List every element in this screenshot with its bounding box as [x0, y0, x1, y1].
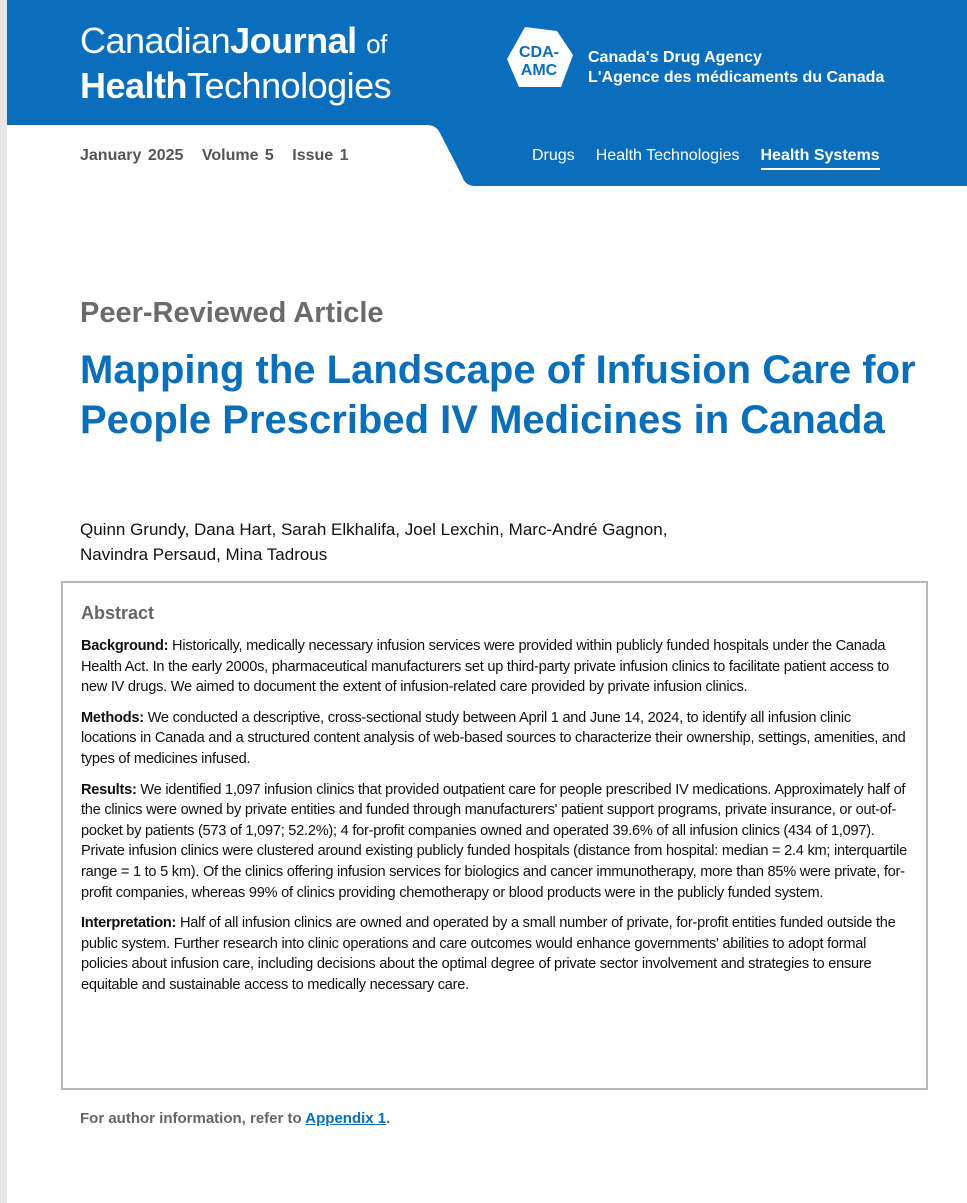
logo-mark-text: CDA- — [519, 44, 559, 61]
issue-date: January 2025 — [80, 147, 184, 164]
article-type: Peer-Reviewed Article — [80, 297, 384, 329]
journal-name-part: Journal — [230, 20, 357, 61]
issue-number: Issue 1 — [292, 147, 349, 164]
author-list: Quinn Grundy, Dana Hart, Sarah Elkhalifa… — [80, 517, 780, 567]
abstract-background: Background: Historically, medically nece… — [81, 636, 908, 698]
journal-name-part: Canadian — [80, 20, 231, 61]
nav-drugs[interactable]: Drugs — [532, 147, 575, 164]
logo-mark-text: AMC — [521, 62, 558, 79]
abstract-results: Results: We identified 1,097 infusion cl… — [81, 780, 908, 904]
section-text: Historically, medically necessary infusi… — [81, 638, 889, 696]
abstract-box: Abstract Background: Historically, medic… — [61, 581, 928, 1090]
section-label: Methods: — [81, 709, 144, 726]
nav-health-technologies[interactable]: Health Technologies — [595, 147, 740, 164]
header-band — [7, 0, 967, 186]
journal-logo[interactable]: CanadianJournal of HealthTechnologies — [80, 20, 392, 107]
nav-health-systems[interactable]: Health Systems — [760, 147, 880, 170]
authors-line: Navindra Persaud, Mina Tadrous — [80, 545, 328, 564]
author-info-note: For author information, refer to Appendi… — [80, 1110, 390, 1127]
section-label: Interpretation: — [81, 915, 177, 932]
appendix-link[interactable]: Appendix 1 — [305, 1110, 387, 1127]
period: . — [386, 1110, 391, 1127]
section-nav: Drugs Health Technologies Health Systems — [532, 147, 880, 170]
agency-name-en: Canada's Drug Agency — [588, 49, 762, 66]
authors-line: Quinn Grundy, Dana Hart, Sarah Elkhalifa… — [80, 520, 668, 539]
issue-volume: Volume 5 — [201, 147, 274, 164]
abstract-heading: Abstract — [81, 603, 155, 623]
author-info-text: For author information, refer to — [80, 1110, 306, 1127]
abstract-interpretation: Interpretation: Half of all infusion cli… — [81, 913, 908, 995]
cda-amc-logo-icon[interactable]: CDA- AMC — [505, 25, 577, 91]
agency-name-fr: L'Agence des médicaments du Canada — [588, 69, 885, 86]
section-text: Half of all infusion clinics are owned a… — [81, 915, 896, 993]
section-text: We conducted a descriptive, cross-sectio… — [81, 709, 906, 767]
section-label: Results: — [81, 781, 137, 798]
journal-name-part: of — [366, 29, 387, 59]
page-edge — [0, 0, 7, 1203]
article-title: Mapping the Landscape of Infusion Care f… — [80, 348, 916, 442]
issue-info: January 2025 Volume 5 Issue 1 — [80, 147, 361, 165]
abstract-methods: Methods: We conducted a descriptive, cro… — [81, 708, 908, 770]
journal-name-part: Technologies — [187, 65, 392, 106]
section-text: We identified 1,097 infusion clinics tha… — [81, 781, 908, 901]
journal-name-part: Health — [80, 65, 188, 106]
section-label: Background: — [81, 638, 169, 654]
agency-name: Canada's Drug Agency L'Agence des médica… — [588, 48, 884, 88]
